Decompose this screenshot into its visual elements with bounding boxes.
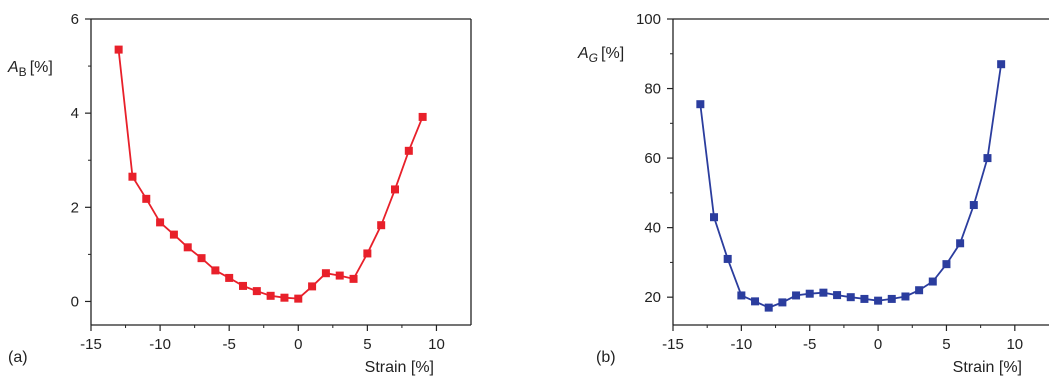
data-point bbox=[197, 254, 206, 263]
y-axis-label-unit: [%] bbox=[30, 59, 53, 76]
y-tick-label: 100 bbox=[636, 11, 661, 28]
data-point bbox=[819, 288, 828, 297]
data-point bbox=[942, 260, 951, 269]
data-point bbox=[764, 303, 773, 312]
data-point bbox=[778, 298, 787, 307]
series-line bbox=[117, 49, 424, 300]
y-tick-label: 20 bbox=[644, 289, 661, 306]
y-tick-label: 6 bbox=[71, 11, 79, 28]
panel-label: (b) bbox=[596, 349, 616, 366]
y-tick-label: 40 bbox=[644, 220, 661, 237]
y-axis-label-main: A bbox=[7, 59, 19, 76]
y-axis-label-sub: G bbox=[589, 51, 598, 65]
data-point bbox=[846, 293, 855, 302]
data-point bbox=[860, 294, 869, 303]
data-point bbox=[114, 45, 123, 54]
data-point bbox=[969, 201, 978, 210]
data-point bbox=[887, 294, 896, 303]
x-tick-label: 5 bbox=[942, 336, 950, 353]
data-point bbox=[377, 221, 386, 230]
data-point bbox=[956, 239, 965, 248]
x-tick-label: -10 bbox=[731, 336, 753, 353]
data-point bbox=[280, 293, 289, 302]
x-tick-label: -15 bbox=[662, 336, 684, 353]
data-point bbox=[418, 112, 427, 121]
data-point bbox=[294, 294, 303, 303]
data-point bbox=[737, 291, 746, 300]
data-point bbox=[404, 146, 413, 155]
x-tick-label: 0 bbox=[874, 336, 882, 353]
data-point bbox=[874, 296, 883, 305]
y-axis-label: AB [%] bbox=[7, 59, 53, 79]
panel-b: -15 -10 -5 0 5 10 20 40 60 80 100 Strain [%] AG [%] (b… bbox=[577, 11, 1049, 376]
data-point bbox=[983, 154, 992, 163]
x-tick-label: 10 bbox=[428, 336, 445, 353]
y-tick-label: 0 bbox=[71, 293, 79, 310]
data-point bbox=[805, 289, 814, 298]
data-point bbox=[915, 286, 924, 295]
y-axis-label-sub: B bbox=[19, 65, 27, 79]
data-point bbox=[363, 249, 372, 258]
data-point bbox=[833, 291, 842, 300]
data-point bbox=[901, 292, 910, 301]
x-axis-label: Strain [%] bbox=[365, 359, 434, 376]
x-tick-label: 5 bbox=[363, 336, 371, 353]
x-tick-label: -10 bbox=[149, 336, 171, 353]
data-point bbox=[321, 269, 330, 278]
data-point bbox=[997, 60, 1006, 69]
data-point bbox=[335, 271, 344, 280]
data-point bbox=[211, 266, 220, 275]
data-point bbox=[142, 194, 151, 203]
data-point bbox=[391, 185, 399, 194]
data-point bbox=[696, 100, 705, 109]
y-tick-label: 60 bbox=[644, 150, 661, 167]
data-point bbox=[252, 287, 261, 296]
data-point bbox=[156, 218, 165, 227]
x-tick-label: 0 bbox=[294, 336, 302, 353]
data-point bbox=[928, 277, 937, 286]
data-point bbox=[239, 281, 247, 290]
y-axis-label-main: A bbox=[577, 45, 589, 62]
x-tick-label: 10 bbox=[1006, 336, 1023, 353]
x-tick-label: -5 bbox=[803, 336, 816, 353]
y-tick-label: 4 bbox=[71, 105, 79, 122]
data-point bbox=[183, 243, 192, 252]
data-point bbox=[349, 274, 358, 283]
data-point bbox=[308, 282, 317, 291]
x-tick-label: -15 bbox=[80, 336, 102, 353]
y-tick-label: 80 bbox=[644, 81, 661, 98]
y-axis-label: AG [%] bbox=[577, 45, 624, 65]
series-line bbox=[699, 64, 1002, 309]
data-point bbox=[792, 291, 801, 300]
data-point bbox=[128, 172, 137, 181]
x-axis-label: Strain [%] bbox=[953, 359, 1022, 376]
data-point bbox=[225, 273, 234, 282]
x-tick-label: -5 bbox=[223, 336, 236, 353]
data-point bbox=[723, 254, 732, 263]
data-point bbox=[751, 297, 760, 306]
y-tick-label: 2 bbox=[71, 199, 79, 216]
panel-a: -15 -10 -5 0 5 10 0 2 4 6 Strain [%] AB [%] (a) bbox=[7, 11, 472, 376]
data-point bbox=[169, 230, 178, 239]
data-point bbox=[266, 291, 275, 300]
panel-label: (a) bbox=[8, 349, 28, 366]
data-point bbox=[710, 213, 719, 222]
y-axis-label-unit: [%] bbox=[601, 45, 624, 62]
